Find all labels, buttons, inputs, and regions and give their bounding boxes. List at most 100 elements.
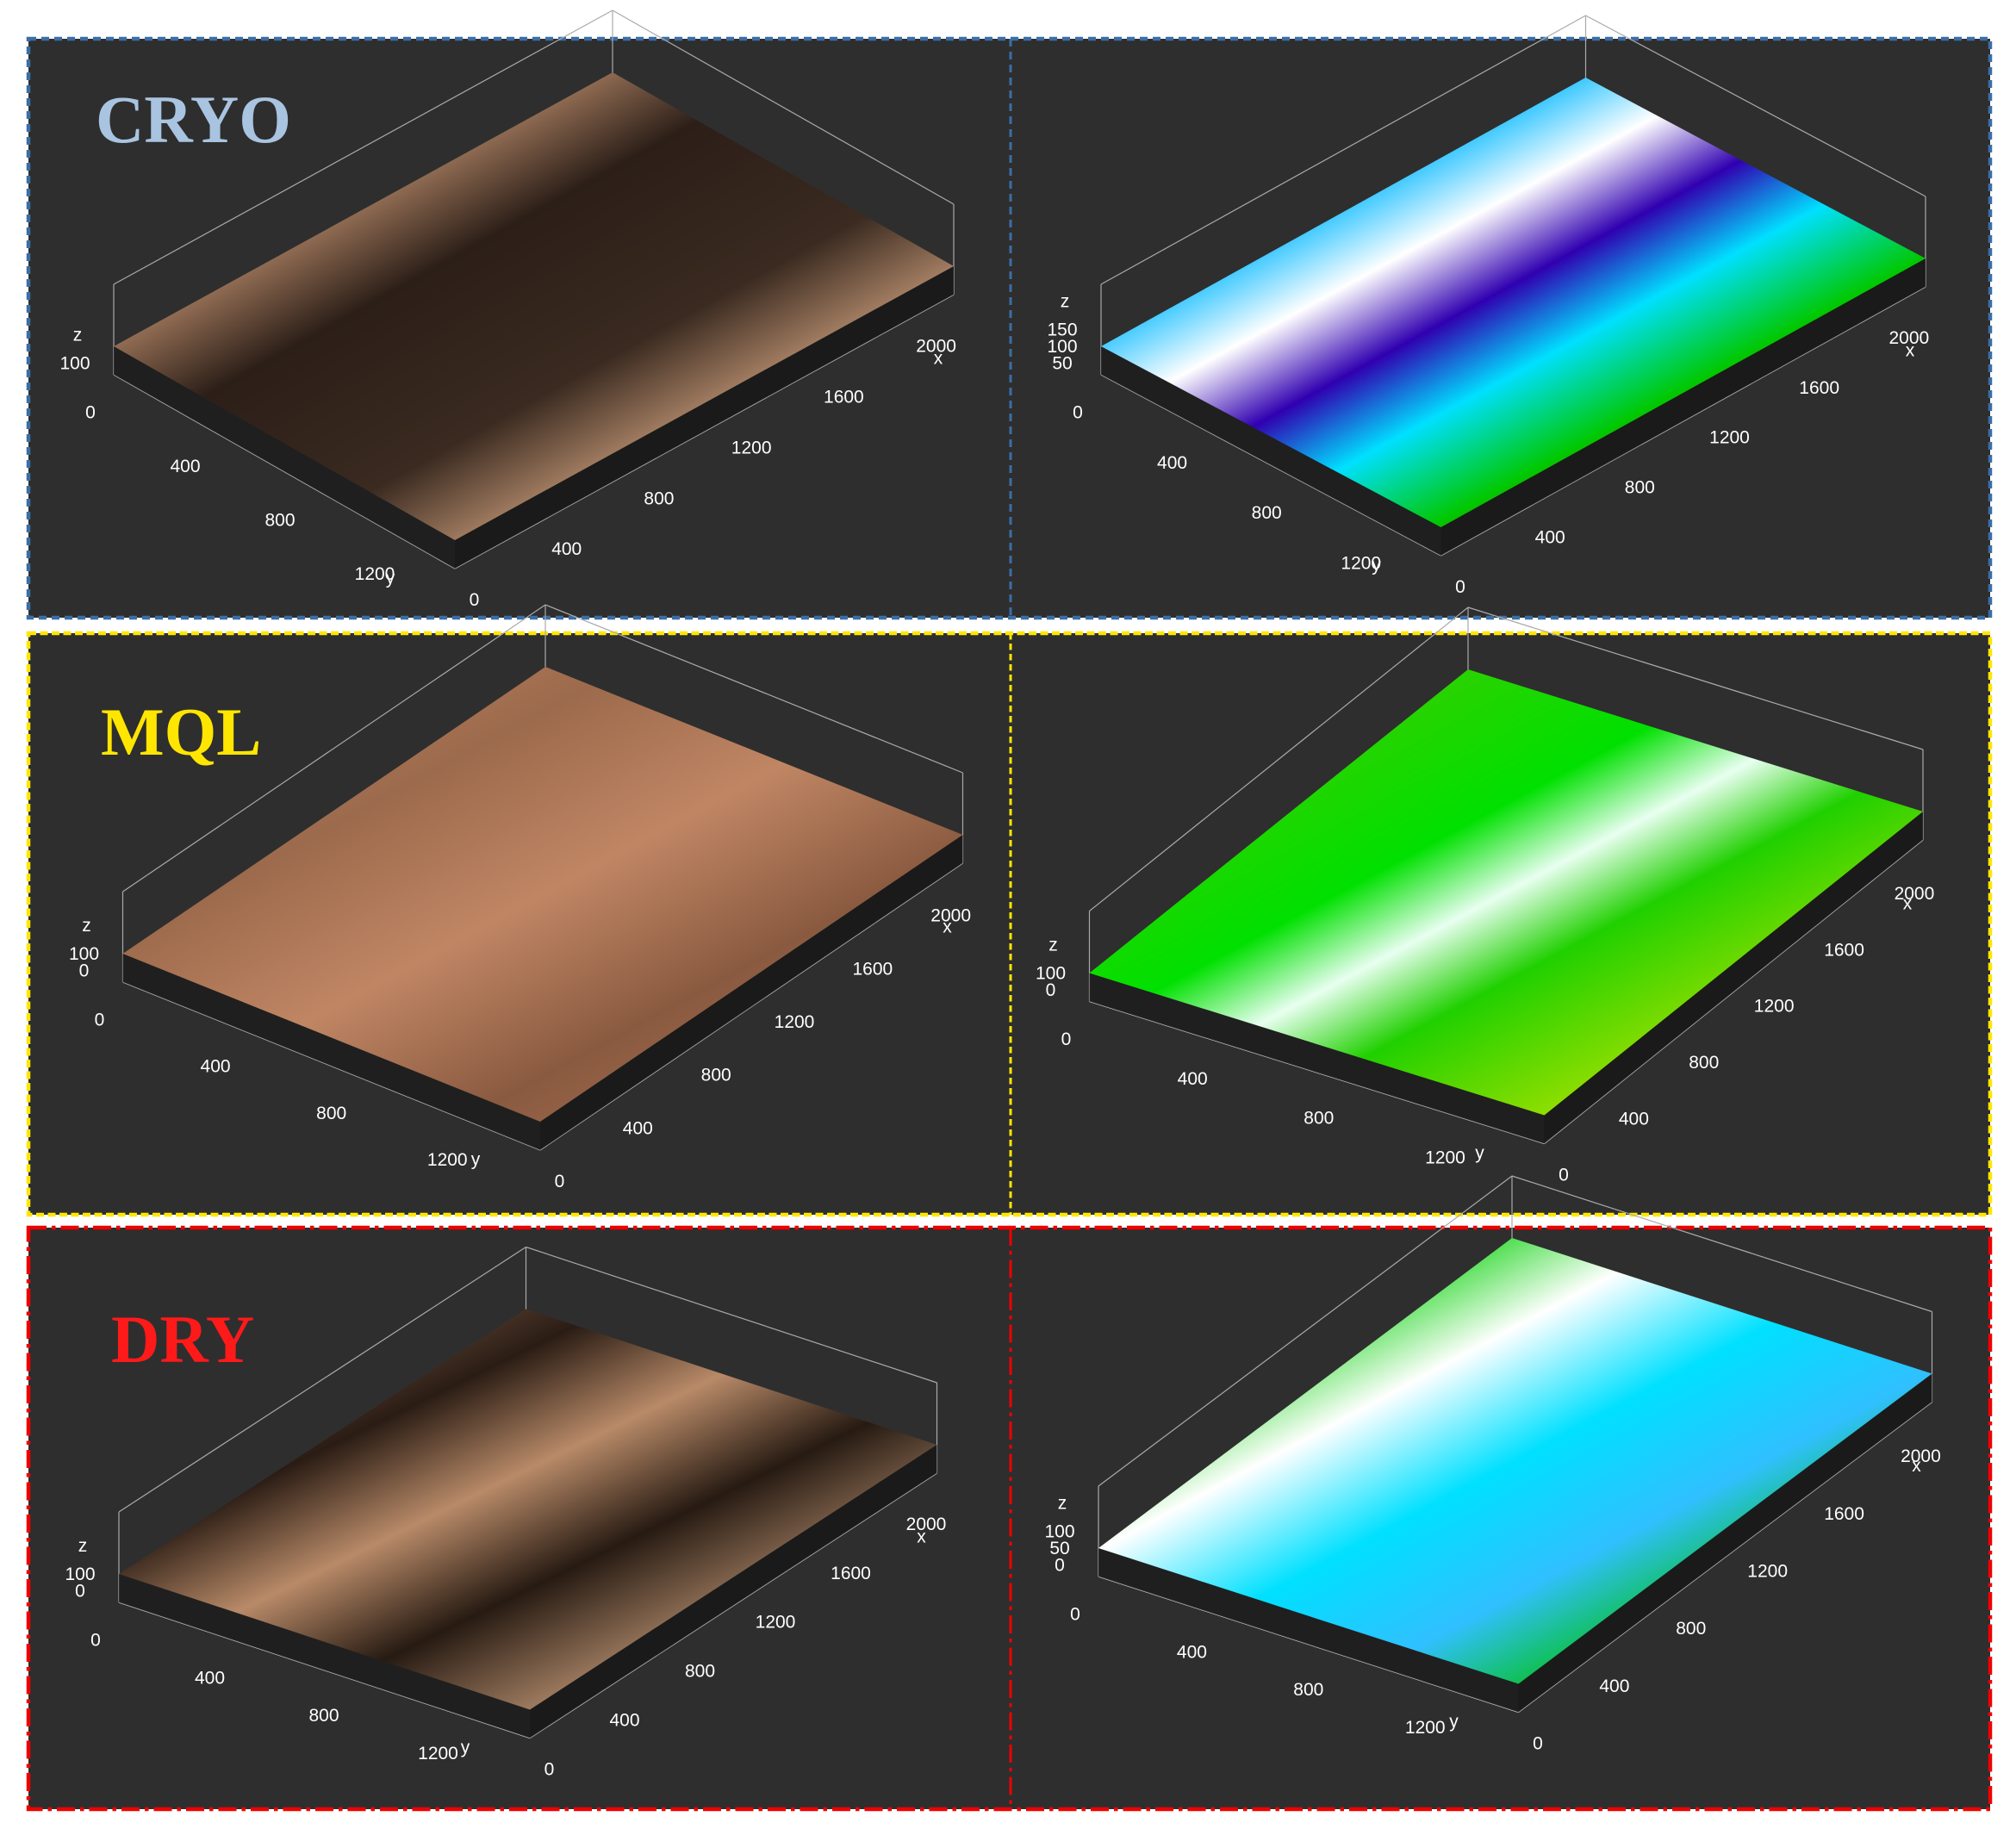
- box-edge: [1089, 606, 1469, 911]
- surface: [114, 72, 954, 540]
- surface-side: [1098, 1548, 1519, 1713]
- y-tick-label: 800: [1304, 1109, 1334, 1129]
- x-tick-label: 1200: [1754, 997, 1795, 1017]
- surface-side: [455, 266, 954, 569]
- z-tick-label: 100: [69, 944, 99, 964]
- x-tick-label: 400: [551, 539, 582, 559]
- box-edge: [113, 9, 613, 285]
- x-tick-label: 0: [555, 1172, 565, 1191]
- surface-side: [1518, 1373, 1932, 1713]
- y-tick-label: 400: [201, 1057, 231, 1077]
- x-tick-label: 2000: [930, 906, 971, 926]
- z-axis-label: z: [1058, 1494, 1067, 1514]
- surface-side: [122, 954, 540, 1150]
- surface: [1101, 78, 1926, 527]
- x-tick-label: 2000: [1901, 1446, 1941, 1466]
- x-tick-label: 1200: [731, 438, 772, 457]
- surface-side: [1089, 973, 1545, 1144]
- x-tick-label: 400: [1535, 527, 1565, 547]
- z-tick-label: 100: [59, 354, 90, 374]
- y-tick-label: 800: [316, 1104, 346, 1123]
- panel-label: DRY: [111, 1302, 254, 1377]
- x-tick-label: 1600: [1799, 378, 1839, 398]
- y-tick-label: 400: [1177, 1642, 1207, 1662]
- x-tick-label: 800: [701, 1066, 731, 1085]
- y-tick-label: 0: [1061, 1029, 1072, 1049]
- box-edge: [1585, 15, 1926, 197]
- panel-label: MQL: [101, 694, 261, 769]
- box-edge: [544, 604, 963, 774]
- z-tick-label: 0: [1046, 980, 1056, 1000]
- surface: [119, 1309, 937, 1710]
- y-tick-label: 1200: [1405, 1718, 1446, 1738]
- x-tick-label: 0: [1559, 1166, 1569, 1185]
- x-tick-label: 800: [685, 1662, 715, 1682]
- x-tick-label: 0: [1533, 1734, 1543, 1754]
- z-axis-label: z: [1061, 292, 1070, 312]
- z-axis-label: z: [1048, 936, 1058, 955]
- x-tick-label: 400: [609, 1711, 639, 1731]
- y-tick-label: 0: [1073, 403, 1083, 423]
- y-tick-label: 800: [1252, 503, 1282, 523]
- z-axis-label: z: [73, 326, 83, 345]
- y-tick-label: 400: [195, 1668, 225, 1688]
- x-tick-label: 2000: [916, 337, 956, 357]
- x-tick-label: 400: [1619, 1109, 1649, 1129]
- box-edge: [118, 1246, 526, 1513]
- z-tick-label: 100: [1047, 337, 1077, 357]
- box-edge: [1467, 606, 1924, 750]
- z-tick-label: 50: [1049, 1539, 1069, 1558]
- surface: [1089, 669, 1923, 1116]
- y-tick-label: 400: [1178, 1069, 1208, 1089]
- box-edge: [612, 9, 955, 205]
- y-axis-label: y: [1372, 556, 1381, 575]
- x-tick-label: 1600: [824, 387, 864, 407]
- x-tick-label: 1600: [1824, 940, 1864, 960]
- z-axis-label: z: [78, 1536, 88, 1556]
- x-tick-label: 0: [544, 1760, 555, 1780]
- surface: [1098, 1238, 1932, 1684]
- z-tick-label: 0: [1055, 1556, 1065, 1576]
- x-tick-label: 800: [644, 488, 674, 508]
- surface: [122, 667, 963, 1122]
- y-axis-label: y: [471, 1150, 481, 1170]
- x-axis-label: x: [1903, 894, 1913, 914]
- y-tick-label: 0: [1070, 1605, 1080, 1625]
- y-tick-label: 800: [264, 511, 295, 531]
- x-tick-label: 1200: [756, 1613, 796, 1633]
- x-tick-label: 800: [1625, 477, 1655, 497]
- y-tick-label: 1200: [1341, 554, 1381, 574]
- x-tick-label: 2000: [1895, 884, 1935, 904]
- x-axis-label: x: [934, 349, 943, 369]
- surface-side: [1101, 346, 1441, 556]
- x-tick-label: 0: [1455, 577, 1465, 597]
- x-tick-label: 2000: [1888, 328, 1929, 348]
- z-axis-label: z: [82, 916, 91, 936]
- y-tick-label: 1200: [427, 1150, 468, 1170]
- y-tick-label: 0: [90, 1631, 101, 1651]
- x-tick-label: 400: [623, 1118, 653, 1138]
- y-axis-label: y: [1449, 1712, 1459, 1732]
- surface-side: [119, 1574, 530, 1739]
- surface-side: [114, 346, 455, 569]
- x-tick-label: 400: [1599, 1676, 1629, 1696]
- y-axis-label: y: [386, 569, 395, 588]
- surface-side: [540, 835, 963, 1150]
- y-tick-label: 0: [95, 1011, 105, 1030]
- x-tick-label: 2000: [906, 1515, 947, 1534]
- y-axis-label: y: [461, 1738, 470, 1757]
- box-edge: [1100, 15, 1586, 285]
- x-axis-label: x: [1906, 341, 1915, 361]
- surface-side: [1544, 812, 1923, 1144]
- z-tick-label: 100: [1036, 964, 1066, 984]
- x-tick-label: 1200: [1747, 1562, 1788, 1582]
- x-tick-label: 800: [1676, 1619, 1706, 1639]
- z-tick-label: 100: [1044, 1522, 1074, 1542]
- surface-side: [530, 1445, 937, 1739]
- x-axis-label: x: [917, 1527, 926, 1547]
- surface-side: [1440, 258, 1926, 556]
- z-tick-label: 0: [79, 961, 90, 981]
- z-tick-label: 50: [1052, 354, 1072, 374]
- y-tick-label: 1200: [355, 564, 395, 584]
